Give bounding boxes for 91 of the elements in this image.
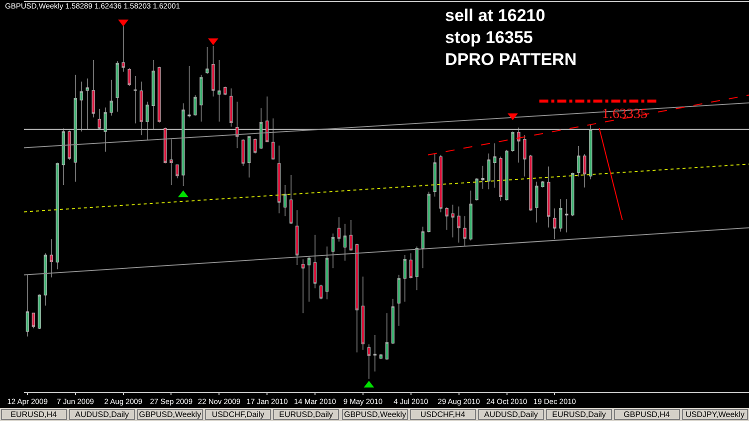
candlestick [284, 184, 287, 216]
candlestick [313, 234, 317, 289]
candlestick [331, 233, 335, 268]
candlestick [224, 86, 227, 96]
candlestick [583, 154, 586, 188]
candlestick [427, 191, 430, 233]
candlestick [110, 80, 113, 116]
candlestick [50, 238, 53, 278]
candlestick [523, 134, 526, 177]
candlestick [529, 154, 532, 212]
candlestick [134, 76, 137, 124]
candlestick [170, 139, 173, 186]
candlestick [415, 246, 418, 290]
candlestick [343, 224, 347, 261]
candlestick [439, 154, 442, 213]
candlestick [409, 252, 412, 279]
candlestick [242, 139, 245, 166]
candlestick [206, 46, 209, 74]
candlestick [463, 216, 466, 247]
candlestick [421, 226, 424, 268]
candlestick [200, 74, 203, 122]
candlestick [212, 46, 215, 97]
candlestick [32, 312, 35, 329]
candlestick [230, 88, 233, 127]
candlestick [188, 66, 191, 118]
candlestick [26, 274, 29, 337]
candlestick [218, 60, 221, 122]
point [178, 190, 188, 198]
text: EURUSD,H4 [10, 410, 58, 419]
candlestick [565, 198, 568, 233]
candlestick [361, 276, 365, 350]
candlestick [571, 172, 574, 216]
candlestick [349, 220, 353, 251]
candlestick [559, 198, 562, 232]
candlestick [505, 150, 508, 201]
candlestick [158, 66, 161, 123]
text: GBPUSD,H4 [624, 410, 670, 419]
candlestick [487, 153, 490, 190]
text: USDCHF,Daily [212, 410, 264, 419]
candlestick [367, 344, 371, 380]
candlestick [325, 246, 329, 300]
candlestick [194, 94, 197, 116]
candlestick [499, 156, 502, 202]
text: AUDUSD,Daily [75, 410, 129, 419]
candlestick [493, 142, 496, 188]
candlestick [254, 138, 257, 154]
text: USDJPY,Weekly [686, 410, 744, 419]
candlestick [553, 208, 556, 240]
candlestick [337, 216, 341, 242]
candlestick [457, 206, 460, 243]
candlestick [307, 256, 311, 302]
candlestick [577, 146, 580, 177]
candlestick [445, 206, 448, 230]
candlestick [373, 334, 376, 372]
candlestick [92, 60, 95, 118]
text: GBPUSD,Weekly [139, 410, 202, 419]
candlestick [379, 354, 382, 360]
candlestick [385, 312, 388, 360]
text: EURUSD,Daily [552, 410, 606, 419]
candlestick [433, 153, 436, 197]
candlestick [290, 174, 293, 224]
candlestick [295, 210, 299, 266]
candlestick [397, 274, 400, 326]
candlestick [451, 204, 454, 238]
candlestick [56, 162, 59, 270]
candlestick [355, 243, 359, 353]
candlestick [176, 164, 179, 179]
candlestick [128, 68, 131, 86]
candlestick [44, 252, 47, 306]
text: EURUSD,Daily [279, 410, 333, 419]
candlestick [319, 284, 323, 300]
candlestick [535, 181, 538, 223]
candlestick [403, 254, 406, 302]
point [508, 113, 518, 120]
candlestick [301, 258, 305, 314]
candlestick [116, 60, 119, 112]
candlestick [38, 294, 41, 330]
text: USDCHF,H4 [420, 410, 466, 419]
text: AUDUSD,Daily [484, 410, 538, 419]
candlestick [248, 136, 251, 178]
candlestick [475, 178, 478, 201]
candlestick [122, 24, 125, 72]
chart-subtitle: sell at 16210 stop 16355 DPRO PATTERN [445, 6, 577, 70]
candlestick [391, 298, 394, 344]
candlestick [541, 180, 544, 188]
candlestick [469, 190, 472, 241]
candlestick [547, 166, 550, 228]
annotation: 1.63335 [602, 107, 648, 122]
text: GBPUSD,Weekly [344, 410, 406, 419]
candlestick [481, 166, 484, 190]
candlestick [278, 145, 281, 214]
